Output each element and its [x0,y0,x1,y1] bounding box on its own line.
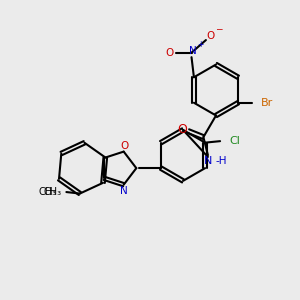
Text: N: N [120,186,128,196]
Text: N: N [189,46,197,56]
Text: -H: -H [216,156,227,166]
Text: −: − [215,24,222,33]
Text: +: + [197,40,204,49]
Text: N: N [204,156,212,166]
Text: Cl: Cl [229,136,240,146]
Text: O: O [166,48,174,58]
Text: Br: Br [261,98,273,108]
Text: CH₃: CH₃ [39,187,57,197]
Text: CH₃: CH₃ [44,187,62,197]
Text: O: O [177,123,187,136]
Text: O: O [120,141,128,151]
Text: O: O [206,31,214,40]
